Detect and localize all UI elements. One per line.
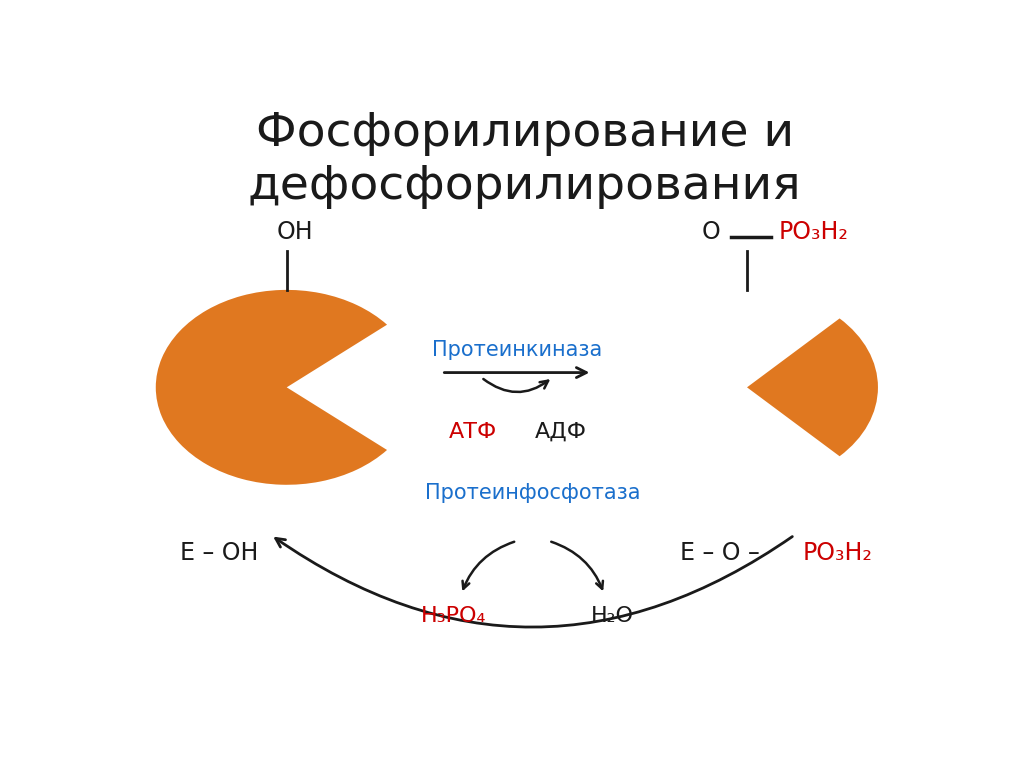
Text: Е – О –: Е – О – <box>680 541 767 565</box>
Wedge shape <box>156 290 387 485</box>
Text: РО₃Н₂: РО₃Н₂ <box>803 541 872 565</box>
FancyArrowPatch shape <box>275 537 793 627</box>
Text: Фосфорилирование и: Фосфорилирование и <box>256 111 794 156</box>
Text: Н₂О: Н₂О <box>591 606 634 626</box>
FancyArrowPatch shape <box>483 379 548 392</box>
Text: Н₃РО₄: Н₃РО₄ <box>421 606 486 626</box>
FancyArrowPatch shape <box>551 542 603 589</box>
FancyArrowPatch shape <box>463 542 514 589</box>
Text: Е – ОН: Е – ОН <box>179 541 258 565</box>
Text: Протеинкиназа: Протеинкиназа <box>432 340 602 360</box>
Text: ОН: ОН <box>276 220 313 245</box>
Wedge shape <box>748 318 878 456</box>
Text: АТФ: АТФ <box>450 422 498 442</box>
Text: дефосфорилирования: дефосфорилирования <box>248 164 802 209</box>
Text: Протеинфосфотаза: Протеинфосфотаза <box>425 482 640 502</box>
Text: О: О <box>701 220 721 245</box>
Text: АДФ: АДФ <box>535 422 587 442</box>
Text: РО₃H₂: РО₃H₂ <box>778 220 849 245</box>
